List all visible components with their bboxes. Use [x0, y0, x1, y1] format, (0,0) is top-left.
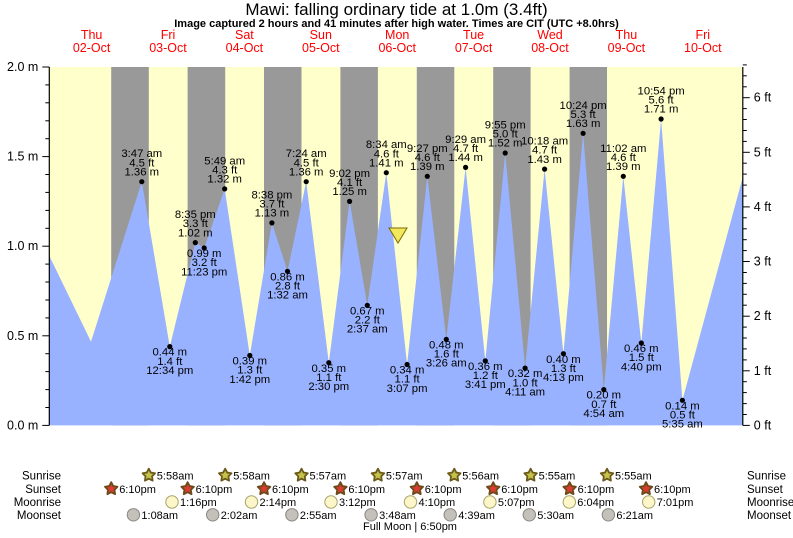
svg-text:6:21am: 6:21am — [616, 510, 653, 522]
svg-text:2:37 am: 2:37 am — [347, 324, 388, 336]
svg-text:1:32 am: 1:32 am — [267, 290, 308, 302]
svg-text:1.44 m: 1.44 m — [448, 152, 483, 164]
svg-text:07-Oct: 07-Oct — [455, 41, 493, 55]
svg-text:Thu: Thu — [81, 28, 103, 42]
svg-text:Thu: Thu — [616, 28, 638, 42]
svg-text:1.25 m: 1.25 m — [332, 186, 367, 198]
svg-text:7:01pm: 7:01pm — [657, 497, 694, 509]
svg-text:2:02am: 2:02am — [221, 510, 258, 522]
svg-text:2:55am: 2:55am — [300, 510, 337, 522]
svg-text:11:23 pm: 11:23 pm — [181, 266, 227, 278]
svg-text:2.0 m: 2.0 m — [7, 60, 38, 74]
svg-text:1.36 m: 1.36 m — [125, 166, 160, 178]
svg-text:6:10pm: 6:10pm — [578, 484, 615, 496]
svg-text:Sunset: Sunset — [25, 484, 62, 496]
svg-text:6:04pm: 6:04pm — [577, 497, 614, 509]
svg-text:3:07 pm: 3:07 pm — [387, 383, 428, 395]
svg-text:4:40 pm: 4:40 pm — [621, 361, 662, 373]
svg-text:3:41 pm: 3:41 pm — [465, 379, 506, 391]
svg-text:1.13 m: 1.13 m — [255, 208, 290, 220]
svg-text:1.39 m: 1.39 m — [410, 161, 445, 173]
svg-text:5:35 am: 5:35 am — [662, 419, 703, 431]
svg-text:1.36 m: 1.36 m — [289, 166, 324, 178]
svg-text:1.39 m: 1.39 m — [606, 161, 641, 173]
svg-text:Sat: Sat — [235, 28, 254, 42]
svg-text:1.63 m: 1.63 m — [566, 118, 601, 130]
svg-text:Tue: Tue — [463, 28, 484, 42]
svg-text:Mawi: falling ordinary tide a: Mawi: falling ordinary tide at 1.0m (3.4… — [245, 0, 547, 19]
svg-text:5:57am: 5:57am — [386, 470, 423, 482]
svg-text:0.0 m: 0.0 m — [7, 418, 38, 432]
svg-text:3:48am: 3:48am — [379, 510, 416, 522]
svg-text:2:30 pm: 2:30 pm — [308, 381, 349, 393]
svg-text:1.02 m: 1.02 m — [178, 227, 213, 239]
svg-text:6:10pm: 6:10pm — [348, 484, 385, 496]
svg-text:Fri: Fri — [696, 28, 711, 42]
svg-text:6:10pm: 6:10pm — [196, 484, 233, 496]
svg-text:0 ft: 0 ft — [754, 418, 772, 432]
svg-text:4:11 am: 4:11 am — [505, 386, 545, 398]
svg-text:1.43 m: 1.43 m — [527, 154, 562, 166]
svg-text:5:58am: 5:58am — [157, 470, 194, 482]
svg-text:6:10pm: 6:10pm — [119, 484, 156, 496]
svg-text:4 ft: 4 ft — [754, 200, 772, 214]
svg-text:03-Oct: 03-Oct — [149, 41, 187, 55]
svg-text:1.41 m: 1.41 m — [369, 157, 404, 169]
svg-text:Moonset: Moonset — [747, 510, 792, 522]
svg-text:1.5 m: 1.5 m — [7, 150, 38, 164]
svg-text:1 ft: 1 ft — [754, 364, 772, 378]
svg-text:Full Moon | 6:50pm: Full Moon | 6:50pm — [363, 521, 457, 533]
svg-text:6 ft: 6 ft — [754, 91, 772, 105]
svg-text:6:10pm: 6:10pm — [501, 484, 538, 496]
svg-text:1:42 pm: 1:42 pm — [229, 374, 270, 386]
svg-text:Mon: Mon — [385, 28, 409, 42]
svg-text:3:12pm: 3:12pm — [339, 497, 376, 509]
svg-text:2:14pm: 2:14pm — [260, 497, 297, 509]
svg-text:5 ft: 5 ft — [754, 145, 772, 159]
svg-text:6:10pm: 6:10pm — [425, 484, 462, 496]
svg-text:1:08am: 1:08am — [141, 510, 178, 522]
svg-text:Wed: Wed — [537, 28, 563, 42]
svg-text:10-Oct: 10-Oct — [684, 41, 722, 55]
svg-text:5:58am: 5:58am — [233, 470, 270, 482]
svg-text:1.52 m: 1.52 m — [488, 138, 523, 150]
svg-text:5:07pm: 5:07pm — [498, 497, 535, 509]
svg-text:6:10pm: 6:10pm — [654, 484, 691, 496]
svg-text:1.71 m: 1.71 m — [644, 104, 679, 116]
svg-text:4:54 am: 4:54 am — [583, 408, 624, 420]
svg-text:5:30am: 5:30am — [537, 510, 574, 522]
svg-text:0.5 m: 0.5 m — [7, 329, 38, 343]
svg-text:Moonrise: Moonrise — [747, 497, 793, 509]
svg-text:4:13 pm: 4:13 pm — [543, 372, 584, 384]
svg-text:5:56am: 5:56am — [462, 470, 499, 482]
svg-text:12:34 pm: 12:34 pm — [146, 365, 193, 377]
svg-text:1:16pm: 1:16pm — [180, 497, 217, 509]
svg-text:05-Oct: 05-Oct — [302, 41, 340, 55]
svg-text:06-Oct: 06-Oct — [378, 41, 416, 55]
svg-text:Moonrise: Moonrise — [14, 497, 61, 509]
svg-text:04-Oct: 04-Oct — [226, 41, 264, 55]
svg-text:Fri: Fri — [161, 28, 176, 42]
svg-text:4:39am: 4:39am — [458, 510, 495, 522]
svg-text:4:10pm: 4:10pm — [419, 497, 456, 509]
svg-text:08-Oct: 08-Oct — [531, 41, 569, 55]
svg-text:Sunrise: Sunrise — [747, 470, 786, 482]
svg-text:Sun: Sun — [310, 28, 332, 42]
svg-text:5:57am: 5:57am — [310, 470, 347, 482]
svg-text:02-Oct: 02-Oct — [73, 41, 111, 55]
svg-text:6:10pm: 6:10pm — [272, 484, 309, 496]
svg-text:09-Oct: 09-Oct — [608, 41, 646, 55]
svg-text:Moonset: Moonset — [17, 510, 62, 522]
svg-text:1.32 m: 1.32 m — [207, 174, 242, 186]
svg-text:3 ft: 3 ft — [754, 255, 772, 269]
svg-text:Sunrise: Sunrise — [22, 470, 61, 482]
svg-text:1.0 m: 1.0 m — [7, 239, 38, 253]
svg-text:3:26 am: 3:26 am — [426, 358, 467, 370]
svg-text:5:55am: 5:55am — [615, 470, 652, 482]
svg-text:Sunset: Sunset — [747, 484, 784, 496]
svg-text:5:55am: 5:55am — [539, 470, 576, 482]
svg-text:2 ft: 2 ft — [754, 309, 772, 323]
